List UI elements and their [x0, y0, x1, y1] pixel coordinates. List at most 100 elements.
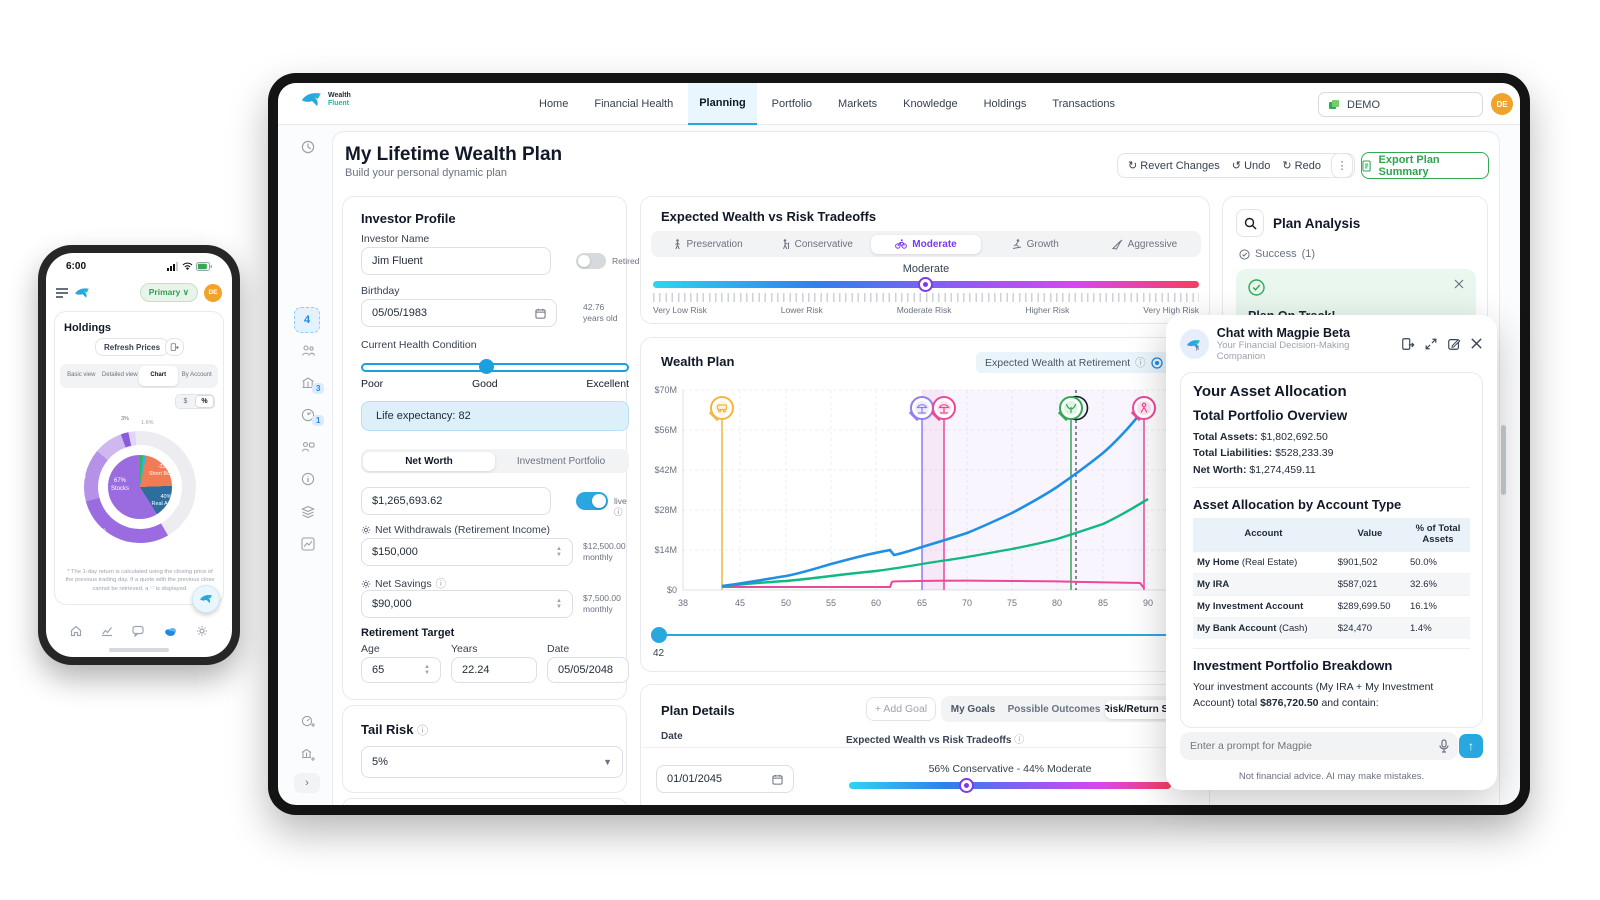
withdrawals-stepper[interactable]: ▲ ▼ — [556, 546, 562, 558]
performance-icon[interactable] — [101, 625, 113, 637]
undo-button[interactable]: ↺ Undo — [1231, 160, 1271, 172]
rt-years-input[interactable]: 22.24 — [451, 657, 537, 683]
unit-toggle[interactable]: $ % — [175, 394, 215, 409]
revert-changes-button[interactable]: ↻ Revert Changes — [1128, 160, 1220, 172]
sidebar-expand-button[interactable]: › — [294, 773, 320, 793]
refresh-prices-button[interactable]: Refresh Prices — [95, 338, 170, 356]
goal-pin-legacy[interactable] — [1057, 396, 1083, 422]
add-goal-button[interactable]: + Add Goal — [866, 697, 936, 721]
health-slider-handle[interactable] — [479, 359, 494, 374]
tab-basic-view[interactable]: Basic view — [67, 372, 96, 379]
history-icon[interactable] — [296, 135, 320, 159]
savings-info-icon[interactable]: ⓘ — [435, 578, 447, 590]
nav-financial-health[interactable]: Financial Health — [594, 98, 674, 110]
withdrawals-input[interactable]: $150,000 ▲ ▼ — [361, 538, 573, 566]
savings-input[interactable]: $90,000 ▲ ▼ — [361, 590, 573, 618]
badge-info-icon[interactable]: ⓘ — [1135, 357, 1146, 369]
chart-icon[interactable] — [296, 532, 320, 556]
chat-icon[interactable] — [132, 625, 145, 637]
plan-analysis-search-button[interactable] — [1236, 209, 1264, 237]
profile-conservative[interactable]: Conservative — [762, 235, 871, 254]
net-worth-input[interactable]: $1,265,693.62 — [361, 487, 551, 515]
brand-logo[interactable]: Wealth Fluent — [300, 90, 351, 109]
nav-transactions[interactable]: Transactions — [1052, 98, 1115, 110]
holdings-donut-chart[interactable]: 67% Stocks -33% Short Bonds 40% Real Assets… — [65, 412, 215, 562]
nav-holdings[interactable]: Holdings — [983, 98, 1027, 110]
rt-date-input[interactable]: 05/05/2048 — [547, 657, 629, 683]
scenario-gradient-slider[interactable] — [849, 782, 1171, 789]
profile-aggressive[interactable]: Aggressive — [1090, 235, 1199, 254]
tab-investment-portfolio[interactable]: Investment Portfolio — [516, 455, 606, 467]
goal-pin-vacation[interactable] — [930, 396, 956, 422]
user-avatar[interactable]: DE — [1491, 93, 1513, 115]
wealth-plan-chart[interactable]: $0 $14M $28M $42M $56M $70M 38 45 50 55 … — [647, 376, 1203, 628]
family-icon[interactable] — [296, 339, 320, 363]
goal-pin-late-life[interactable] — [1130, 396, 1156, 422]
gear-icon[interactable] — [361, 525, 371, 535]
settings-icon[interactable] — [196, 625, 208, 637]
magpie-fab[interactable] — [192, 585, 220, 613]
health-slider-track[interactable] — [361, 363, 629, 372]
tab-net-worth[interactable]: Net Worth — [363, 451, 495, 471]
rt-age-input[interactable]: 65 ▲ ▼ — [361, 657, 441, 683]
home-icon[interactable] — [70, 625, 82, 637]
col-info-icon[interactable]: ⓘ — [1014, 735, 1025, 746]
live-toggle[interactable] — [576, 492, 608, 510]
goal-pin-retirement[interactable] — [908, 396, 934, 422]
info-icon[interactable] — [296, 467, 320, 491]
retired-toggle[interactable] — [576, 253, 606, 269]
bank-icon[interactable] — [296, 371, 320, 395]
account-dropdown[interactable]: DEMO — [1318, 92, 1483, 117]
tab-by-account-view[interactable]: By Account — [181, 372, 212, 379]
holdings-icon-active[interactable] — [164, 625, 177, 637]
export-holdings-button[interactable] — [165, 338, 184, 356]
mic-icon[interactable] — [1438, 739, 1450, 753]
close-chat-icon[interactable] — [1470, 337, 1483, 350]
calendar-icon[interactable] — [772, 774, 783, 785]
scenario-slider-handle[interactable] — [959, 778, 974, 793]
advisor-icon[interactable] — [296, 435, 320, 459]
expand-icon[interactable] — [1424, 337, 1438, 351]
tail-risk-select[interactable]: 5% ▼ — [361, 746, 623, 778]
goal-pin-car[interactable] — [708, 396, 734, 422]
unit-dollar[interactable]: $ — [176, 395, 195, 408]
sidebar-active-item[interactable]: 4 — [294, 307, 320, 333]
chat-prompt-input[interactable] — [1190, 740, 1438, 752]
tail-risk-info-icon[interactable]: ⓘ — [417, 725, 429, 737]
nav-planning[interactable]: Planning — [688, 83, 757, 125]
age-slider-track[interactable] — [659, 634, 1196, 636]
unit-percent[interactable]: % — [195, 395, 214, 408]
nav-home[interactable]: Home — [539, 98, 569, 110]
nav-portfolio[interactable]: Portfolio — [771, 98, 813, 110]
send-button[interactable]: ↑ — [1459, 734, 1483, 758]
window-scrollbar[interactable] — [1501, 425, 1506, 495]
rt-age-stepper[interactable]: ▲ ▼ — [424, 664, 430, 676]
risk-slider-handle[interactable] — [918, 277, 933, 292]
add-account-icon[interactable] — [296, 743, 320, 767]
account-selector-pill[interactable]: Primary ∨ — [139, 283, 198, 302]
more-menu-button[interactable]: ⋮ — [1331, 153, 1353, 178]
age-slider-handle[interactable] — [651, 627, 667, 643]
new-chat-icon[interactable] — [1447, 337, 1461, 351]
profile-preservation[interactable]: Preservation — [653, 235, 762, 254]
tab-possible-outcomes[interactable]: Possible Outcomes — [1007, 703, 1101, 715]
scenario-date-input[interactable]: 01/01/2045 — [656, 765, 794, 793]
nav-markets[interactable]: Markets — [838, 98, 878, 110]
tab-my-goals[interactable]: My Goals — [950, 703, 996, 715]
export-plan-summary-button[interactable]: Export Plan Summary — [1361, 152, 1489, 179]
plan-analysis-status[interactable]: Success (1) — [1239, 248, 1315, 260]
layers-icon[interactable] — [296, 500, 320, 524]
nav-knowledge[interactable]: Knowledge — [903, 98, 958, 110]
calendar-icon[interactable] — [535, 308, 546, 319]
add-scenario-icon[interactable] — [296, 710, 320, 734]
phone-avatar[interactable]: DE — [204, 283, 222, 302]
hamburger-menu-icon[interactable] — [56, 287, 68, 298]
profile-moderate[interactable]: Moderate — [871, 234, 981, 254]
gear-icon[interactable] — [361, 579, 371, 589]
redo-button[interactable]: ↻ Redo — [1282, 160, 1321, 172]
close-icon[interactable] — [1454, 279, 1464, 289]
savings-stepper[interactable]: ▲ ▼ — [556, 598, 562, 610]
tab-chart-view[interactable]: Chart — [139, 366, 178, 386]
birthday-input[interactable]: 05/05/1983 — [361, 299, 557, 327]
profile-growth[interactable]: Growth — [981, 235, 1090, 254]
